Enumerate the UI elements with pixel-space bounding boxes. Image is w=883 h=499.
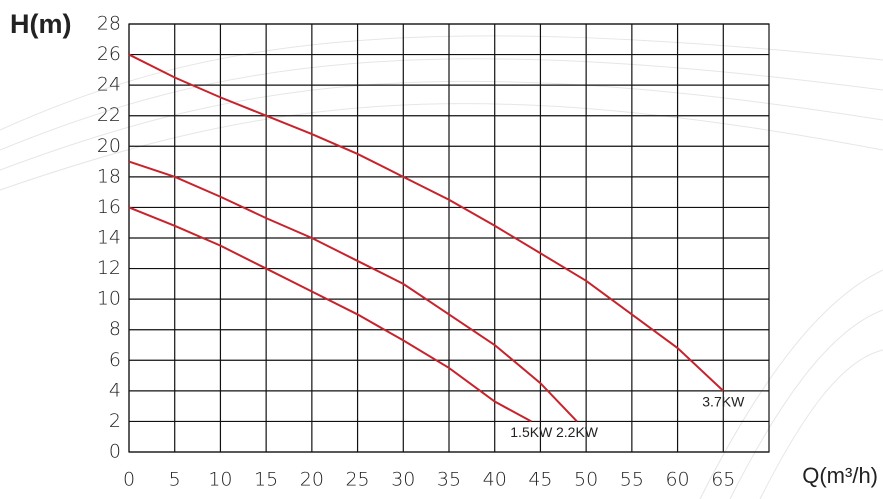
curve-label: 1.5KW [510,424,553,440]
y-tick-label: 20 [97,135,121,157]
y-tick-label: 10 [97,288,121,310]
y-axis-label: H(m) [10,9,72,39]
x-axis-label: Q(m³/h) [802,463,878,488]
curve-label: 3.7KW [702,394,745,410]
curve [128,53,724,392]
x-tick-label: 40 [483,469,507,491]
x-tick-label: 20 [300,469,324,491]
y-tick-label: 12 [97,257,121,279]
y-tick-label: 16 [97,196,121,218]
y-tick-label: 6 [109,349,121,371]
y-tick-label: 24 [97,74,121,96]
x-tick-label: 15 [254,469,278,491]
y-tick-label: 18 [97,165,121,187]
y-tick-label: 26 [97,43,121,65]
y-tick-label: 0 [109,441,121,463]
background-waves [0,35,883,499]
x-tick-label: 65 [711,469,735,491]
y-tick-label: 8 [109,318,121,340]
x-tick-label: 35 [437,469,461,491]
y-tick-label: 28 [97,13,121,35]
y-tick-label: 2 [109,410,121,432]
curve [128,206,532,423]
y-tick-label: 22 [97,104,121,126]
y-tick-label: 4 [109,379,121,401]
x-tick-label: 60 [665,469,689,491]
x-tick-label: 45 [528,469,552,491]
x-tick-label: 10 [208,469,232,491]
x-tick-label: 55 [620,469,644,491]
x-tick-label: 50 [574,469,598,491]
curve [128,160,578,423]
curve-label: 2.2KW [556,424,599,440]
x-tick-label: 5 [169,469,181,491]
y-tick-label: 14 [97,227,121,249]
x-tick-label: 25 [345,469,369,491]
x-tick-label: 30 [391,469,415,491]
x-tick-label: 0 [123,469,135,491]
